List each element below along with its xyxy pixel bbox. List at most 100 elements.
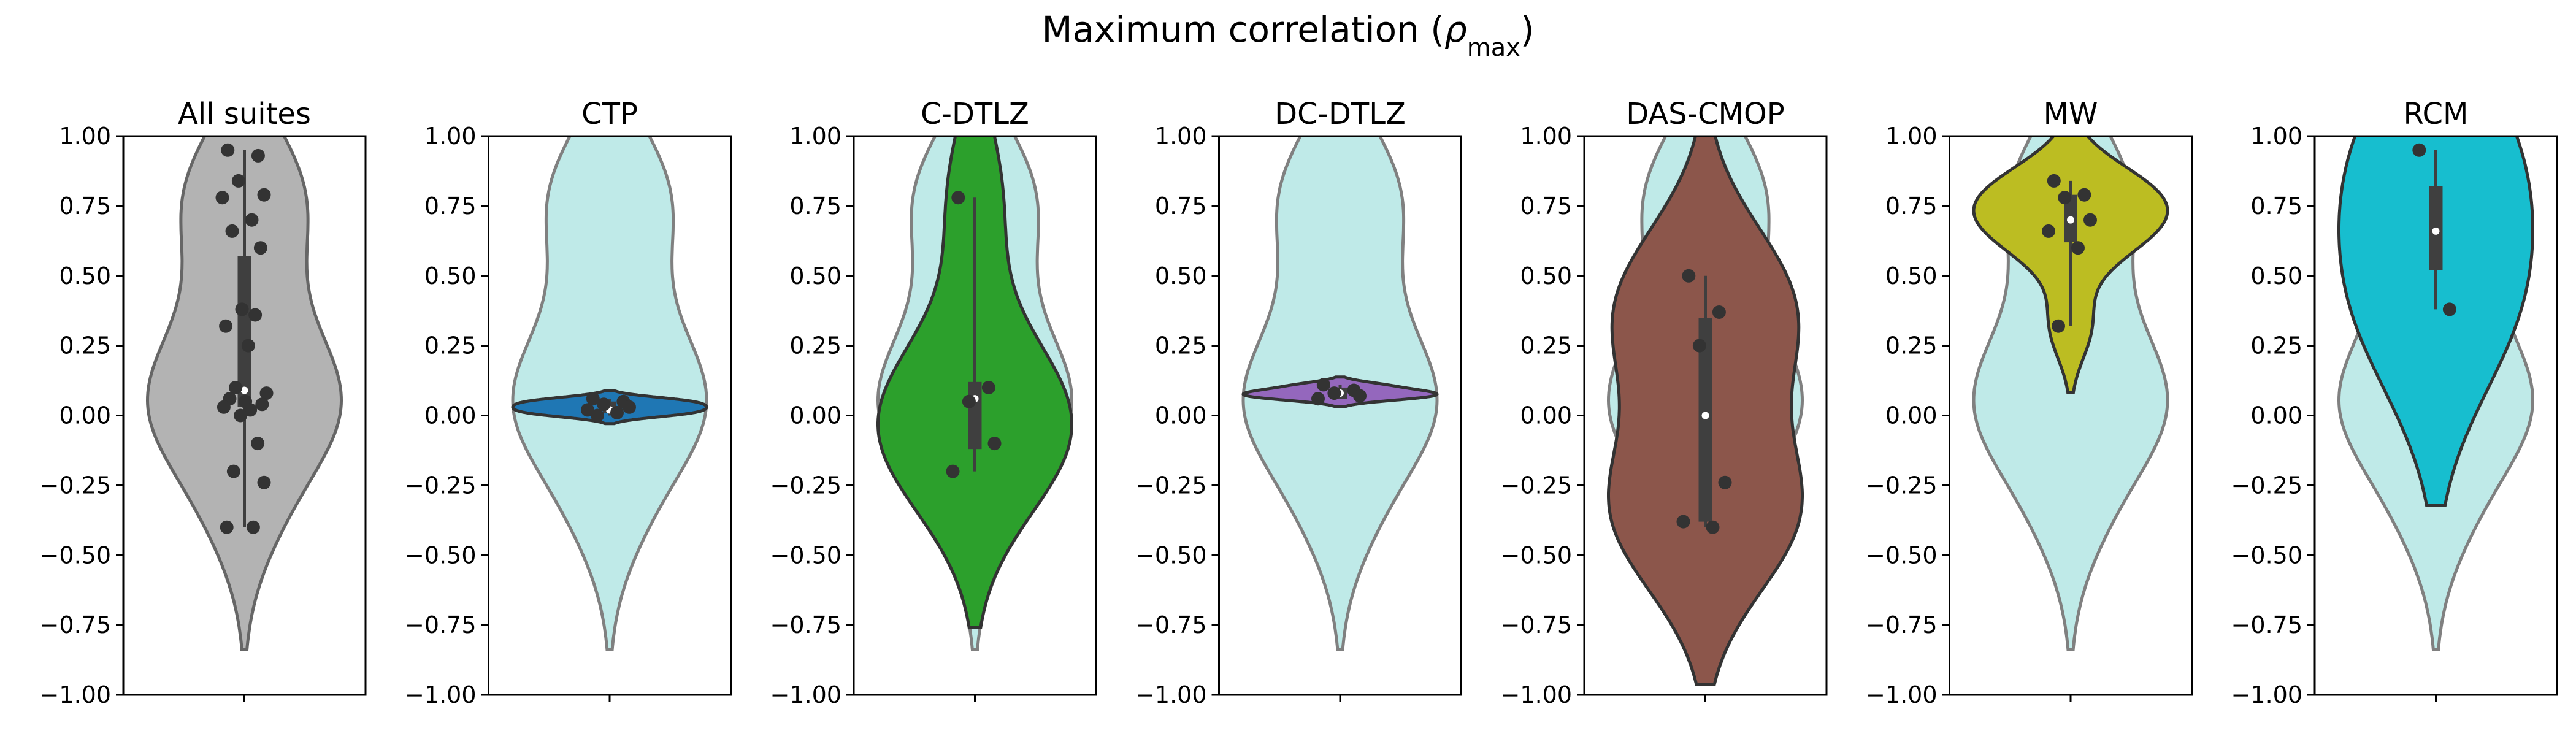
iqr-box (1698, 318, 1712, 522)
panel-title: DC-DTLZ (1275, 97, 1406, 131)
data-point (243, 403, 258, 417)
y-tick-label: −0.50 (1866, 542, 1937, 569)
y-tick-label: 0.25 (2250, 332, 2302, 359)
data-point (1682, 269, 1696, 283)
y-tick-label: 0.25 (1520, 332, 1572, 359)
data-point (981, 381, 995, 394)
median-marker (1701, 412, 1709, 419)
y-tick-label: 0.25 (1155, 332, 1207, 359)
data-point (251, 437, 265, 451)
y-tick-label: 0.75 (424, 193, 477, 220)
y-tick-label: 0.00 (2250, 402, 2302, 429)
panel-title: DAS-CMOP (1626, 97, 1784, 131)
data-point (253, 241, 267, 255)
panel-plot-area (876, 136, 1074, 651)
data-point (217, 400, 231, 414)
data-point (2058, 191, 2072, 205)
panel-plot-area (145, 136, 343, 651)
median-marker (2432, 227, 2440, 235)
data-point (255, 397, 269, 412)
data-point (245, 213, 259, 227)
y-tick-label: 1.00 (424, 123, 477, 150)
panel-title: MW (2044, 97, 2098, 131)
y-tick-label: −0.25 (1501, 472, 1572, 499)
data-point (1327, 386, 1341, 400)
chart-title: Maximum correlation (ρmax) (1041, 9, 1534, 62)
data-point (2052, 319, 2065, 333)
y-tick-label: 1.00 (1885, 123, 1938, 150)
iqr-box (968, 381, 982, 450)
data-point (226, 464, 240, 478)
median-marker (240, 386, 248, 394)
data-point (251, 148, 265, 163)
y-tick-label: −0.50 (770, 542, 841, 569)
y-tick-label: −0.50 (405, 542, 476, 569)
y-tick-label: 1.00 (59, 123, 111, 150)
y-tick-label: 0.00 (1155, 402, 1207, 429)
data-point (610, 405, 624, 419)
data-point (2083, 213, 2097, 227)
panel-3: 1.00 0.75 0.50 0.25 0.00 −0.25 −0.50 −0.75 −1.00… (1135, 97, 1462, 708)
data-point (215, 191, 229, 205)
y-tick-label: 1.00 (789, 123, 841, 150)
data-point (1712, 305, 1726, 319)
data-point (248, 308, 263, 322)
data-point (246, 520, 260, 534)
data-point (1353, 389, 1367, 403)
y-tick-label: −1.00 (1135, 681, 1206, 708)
y-tick-label: 0.50 (789, 262, 841, 289)
data-point (1718, 475, 1732, 489)
y-tick-label: −1.00 (405, 681, 476, 708)
data-point (2412, 143, 2426, 157)
data-point (586, 392, 600, 406)
panel-5: 1.00 0.75 0.50 0.25 0.00 −0.25 −0.50 −0.75 −1.00… (1866, 97, 2193, 708)
panel-title: C-DTLZ (921, 97, 1029, 131)
panel-plot-area (1241, 136, 1439, 651)
y-tick-label: 0.00 (1520, 402, 1572, 429)
y-tick-label: 0.75 (789, 193, 841, 220)
y-tick-label: −1.00 (40, 681, 111, 708)
data-point (221, 143, 235, 157)
y-tick-label: −1.00 (2231, 681, 2302, 708)
y-tick-label: 0.50 (1520, 262, 1572, 289)
y-tick-label: 1.00 (1155, 123, 1207, 150)
panel-1: 1.00 0.75 0.50 0.25 0.00 −0.25 −0.50 −0.75 −1.00… (405, 97, 732, 708)
iqr-box (237, 256, 251, 407)
panel-plot-area (1606, 136, 1804, 686)
y-tick-label: 1.00 (1520, 123, 1572, 150)
data-point (225, 224, 239, 238)
y-tick-label: −1.00 (1866, 681, 1937, 708)
y-tick-label: 0.00 (59, 402, 111, 429)
data-point (1316, 378, 1330, 392)
panel-6: 1.00 0.75 0.50 0.25 0.00 −0.25 −0.50 −0.75 −1.00… (2231, 97, 2558, 708)
y-tick-label: −0.50 (2231, 542, 2302, 569)
y-tick-label: −1.00 (770, 681, 841, 708)
y-tick-label: −0.75 (1501, 611, 1572, 638)
y-tick-label: 0.75 (2250, 193, 2302, 220)
panel-title: RCM (2404, 97, 2469, 131)
panel-4: 1.00 0.75 0.50 0.25 0.00 −0.25 −0.50 −0.75 −1.00… (1501, 97, 1828, 708)
y-tick-label: −0.25 (405, 472, 476, 499)
data-point (229, 381, 243, 394)
y-tick-label: −0.75 (770, 611, 841, 638)
y-tick-label: 0.50 (1885, 262, 1938, 289)
data-point (2442, 302, 2456, 316)
data-point (2047, 174, 2061, 188)
data-point (257, 475, 271, 489)
data-point (1706, 520, 1720, 534)
y-tick-label: −0.50 (40, 542, 111, 569)
violin-6 (2337, 136, 2534, 507)
y-tick-label: 0.50 (424, 262, 477, 289)
data-point (220, 520, 234, 534)
y-tick-label: 0.25 (789, 332, 841, 359)
y-tick-label: −0.75 (405, 611, 476, 638)
y-tick-label: −1.00 (1501, 681, 1572, 708)
panels: 1.00 0.75 0.50 0.25 0.00 −0.25 −0.50 −0.75 −1.00… (40, 97, 2558, 708)
y-tick-label: −0.25 (1135, 472, 1206, 499)
data-point (2077, 188, 2091, 202)
panel-title: CTP (581, 97, 638, 131)
y-tick-label: 0.75 (1885, 193, 1938, 220)
panel-0: 1.00 0.75 0.50 0.25 0.00 −0.25 −0.50 −0.75 −1.00… (40, 97, 367, 708)
y-tick-label: 0.75 (1520, 193, 1572, 220)
